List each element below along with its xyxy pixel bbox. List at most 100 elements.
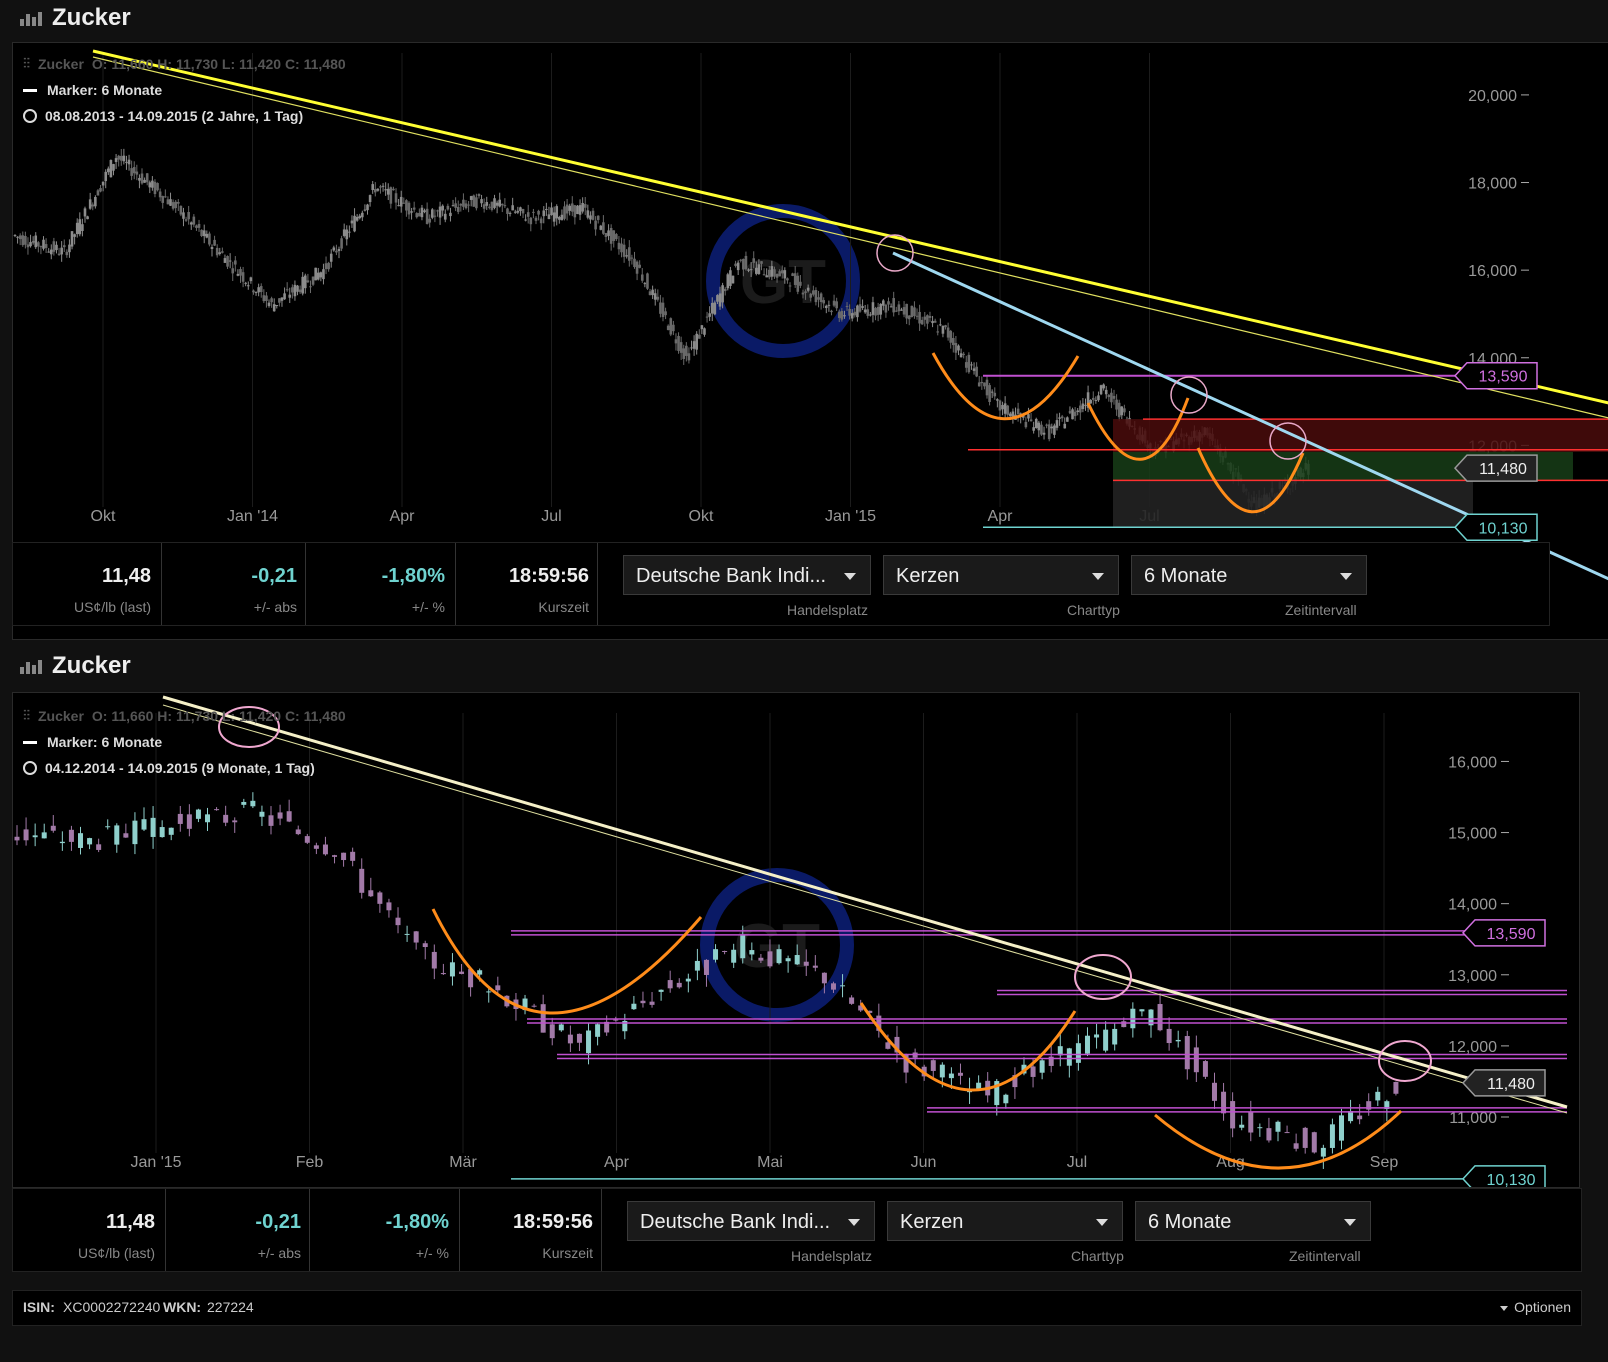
candle-body — [81, 224, 84, 231]
candle-body — [539, 218, 543, 224]
candle-body — [791, 273, 794, 276]
candle-body — [692, 341, 696, 349]
interval-dropdown[interactable]: 6 Monate — [1135, 1201, 1371, 1241]
candle-body — [740, 934, 746, 959]
candle-body — [713, 949, 719, 960]
price-label-13590: 13,590 — [1479, 369, 1528, 386]
change-pct-label: +/- % — [415, 1245, 449, 1261]
candle-body — [667, 980, 673, 989]
candle-body — [49, 249, 53, 255]
candle-body — [573, 205, 577, 218]
candle-body — [840, 985, 846, 987]
candle-body — [863, 309, 867, 313]
venue-dropdown[interactable]: Deutsche Bank Indi... — [623, 555, 871, 595]
candle-body — [1175, 1039, 1181, 1042]
x-tick-label: Sep — [1370, 1154, 1399, 1171]
candle-body — [335, 250, 338, 253]
cup-arc — [1154, 1109, 1403, 1170]
candle-body — [221, 251, 224, 253]
candle-body — [1110, 392, 1113, 403]
chart-bars-icon — [20, 658, 42, 674]
candle-body — [250, 800, 256, 807]
candle-body — [189, 222, 193, 225]
candle-body — [773, 269, 776, 277]
interval-dropdown[interactable]: 6 Monate — [1131, 555, 1367, 595]
candle-body — [151, 180, 154, 188]
candle-body — [812, 965, 818, 968]
candle-body — [265, 295, 268, 301]
candle-body — [50, 825, 56, 831]
touch-circle — [876, 234, 914, 272]
candle-body — [431, 209, 434, 218]
candle-body — [1311, 1132, 1317, 1153]
y-tick-label: 15,000 — [1448, 826, 1497, 843]
candle-body — [31, 241, 35, 243]
candle-body — [413, 931, 419, 943]
x-tick-label: Okt — [689, 508, 714, 525]
change-pct: -1,80% — [385, 1211, 449, 1233]
candle-body — [519, 207, 522, 211]
candle-body — [1166, 1028, 1172, 1044]
candle-body — [752, 258, 756, 263]
divider — [305, 543, 306, 625]
options-button[interactable]: Optionen — [1500, 1299, 1571, 1315]
caret-down-icon — [1500, 1305, 1509, 1311]
candle-body — [882, 300, 885, 306]
candle-body — [143, 179, 146, 183]
candle-body — [99, 188, 102, 192]
candle-body — [1050, 426, 1054, 429]
candle-body — [65, 251, 69, 256]
candle-body — [324, 263, 328, 269]
venue-dropdown[interactable]: Deutsche Bank Indi... — [627, 1201, 875, 1241]
chart-type-dropdown[interactable]: Kerzen — [887, 1201, 1123, 1241]
candle-body — [1003, 1094, 1009, 1104]
range-zone — [1113, 480, 1473, 528]
panel-title: Zucker — [20, 4, 131, 32]
candle-body — [329, 253, 333, 262]
chart-type-dropdown[interactable]: Kerzen — [883, 555, 1119, 595]
candle-body — [576, 1033, 582, 1043]
candle-body — [293, 284, 297, 297]
candle-body — [749, 269, 753, 271]
change-abs-label: +/- abs — [257, 1245, 301, 1261]
candle-body — [1066, 1048, 1072, 1066]
change-abs: -0,21 — [255, 1211, 301, 1233]
candle-body — [788, 285, 792, 287]
y-tick-label: 18,000 — [1468, 176, 1517, 193]
candle-body — [651, 289, 654, 296]
candle-body — [197, 223, 201, 228]
candle-body — [1211, 1082, 1217, 1101]
interval-value: 6 Monate — [1148, 1211, 1232, 1233]
candle-body — [337, 249, 341, 252]
chart-area[interactable]: GT 16,000 15,000 14,000 13,000 12,000 11,000 Ja… — [12, 692, 1580, 1188]
venue-value: Deutsche Bank Indi... — [640, 1211, 831, 1233]
candle-body — [710, 302, 714, 314]
candle-body — [560, 214, 564, 221]
candle-body — [794, 955, 800, 965]
candle-body — [976, 1082, 982, 1091]
change-pct: -1,80% — [381, 565, 445, 587]
candle-body — [545, 208, 548, 211]
candle-body — [44, 244, 48, 248]
stats-bar: 11,48 US¢/lb (last) -0,21 +/- abs -1,80%… — [12, 542, 1550, 626]
candle-body — [148, 182, 152, 188]
y-tick-label: 20,000 — [1468, 88, 1517, 105]
candle-body — [232, 820, 238, 823]
candle-body — [1040, 424, 1043, 435]
candle-body — [1094, 1034, 1100, 1038]
candle-body — [332, 855, 338, 857]
candle-body — [309, 286, 312, 288]
candle-body — [26, 244, 30, 248]
candle-body — [944, 325, 947, 328]
candle-body — [555, 206, 559, 219]
candle-body — [1032, 427, 1035, 431]
candle-body — [876, 306, 880, 315]
chevron-down-icon — [844, 573, 856, 580]
venue-label: Handelsplatz — [791, 1248, 872, 1264]
candle-body — [179, 205, 183, 215]
price-label-10130: 10,130 — [1479, 520, 1528, 537]
candle-body — [869, 314, 872, 316]
candle-body — [695, 333, 698, 350]
candle-body — [721, 285, 724, 303]
